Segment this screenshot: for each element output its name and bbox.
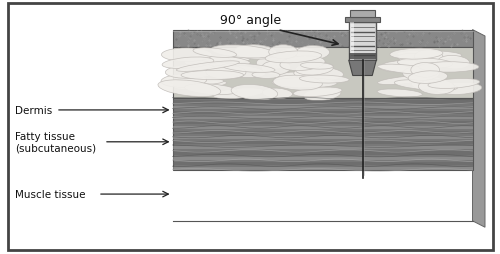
Bar bbox=[172, 137, 472, 140]
Ellipse shape bbox=[414, 51, 443, 65]
Bar bbox=[172, 48, 472, 99]
Bar bbox=[172, 101, 472, 104]
Ellipse shape bbox=[193, 49, 236, 58]
Text: Dermis: Dermis bbox=[15, 105, 52, 116]
Bar bbox=[172, 142, 472, 145]
Ellipse shape bbox=[217, 66, 266, 78]
Ellipse shape bbox=[378, 65, 436, 75]
Text: 90° angle: 90° angle bbox=[220, 14, 281, 27]
Ellipse shape bbox=[262, 61, 290, 75]
Ellipse shape bbox=[412, 77, 444, 91]
Polygon shape bbox=[349, 61, 376, 76]
Ellipse shape bbox=[418, 62, 479, 73]
Ellipse shape bbox=[377, 90, 422, 98]
Ellipse shape bbox=[184, 84, 238, 95]
Text: Muscle tissue: Muscle tissue bbox=[15, 189, 86, 199]
Ellipse shape bbox=[184, 55, 232, 70]
Ellipse shape bbox=[181, 71, 244, 80]
Ellipse shape bbox=[212, 89, 264, 99]
Ellipse shape bbox=[411, 63, 440, 78]
Ellipse shape bbox=[436, 83, 482, 95]
Ellipse shape bbox=[206, 66, 246, 80]
Ellipse shape bbox=[300, 76, 349, 84]
Bar bbox=[172, 121, 472, 124]
Ellipse shape bbox=[295, 46, 330, 60]
Bar bbox=[172, 152, 472, 155]
Ellipse shape bbox=[398, 59, 452, 69]
Bar bbox=[172, 157, 472, 160]
Ellipse shape bbox=[300, 63, 333, 70]
Text: Fatty tissue
(subcutaneous): Fatty tissue (subcutaneous) bbox=[15, 132, 96, 153]
Ellipse shape bbox=[170, 79, 224, 86]
Ellipse shape bbox=[397, 51, 462, 59]
Bar bbox=[172, 106, 472, 109]
Ellipse shape bbox=[211, 57, 250, 66]
Bar bbox=[349, 23, 376, 61]
Ellipse shape bbox=[262, 89, 292, 99]
Ellipse shape bbox=[398, 54, 448, 67]
Polygon shape bbox=[472, 30, 485, 227]
Ellipse shape bbox=[174, 82, 227, 90]
Ellipse shape bbox=[394, 81, 458, 91]
Bar bbox=[172, 116, 472, 119]
Ellipse shape bbox=[162, 49, 212, 62]
Ellipse shape bbox=[294, 68, 344, 81]
Ellipse shape bbox=[181, 63, 234, 72]
Ellipse shape bbox=[272, 78, 337, 89]
Ellipse shape bbox=[265, 52, 322, 64]
Ellipse shape bbox=[402, 67, 440, 81]
Bar bbox=[345, 18, 380, 23]
Bar bbox=[172, 162, 472, 165]
Bar bbox=[172, 167, 472, 170]
Ellipse shape bbox=[256, 56, 290, 70]
Ellipse shape bbox=[438, 56, 470, 70]
Bar bbox=[172, 126, 472, 130]
Bar bbox=[172, 147, 472, 150]
Ellipse shape bbox=[280, 57, 325, 71]
Ellipse shape bbox=[234, 45, 277, 60]
Bar bbox=[350, 23, 354, 61]
Bar bbox=[349, 53, 376, 60]
Ellipse shape bbox=[408, 72, 448, 84]
Ellipse shape bbox=[273, 76, 322, 91]
Ellipse shape bbox=[162, 58, 214, 69]
Ellipse shape bbox=[222, 64, 275, 73]
Bar bbox=[172, 99, 472, 170]
Ellipse shape bbox=[293, 88, 342, 97]
Ellipse shape bbox=[276, 73, 312, 86]
Ellipse shape bbox=[378, 76, 434, 85]
Ellipse shape bbox=[211, 46, 274, 59]
Ellipse shape bbox=[268, 45, 298, 60]
Ellipse shape bbox=[428, 79, 480, 89]
Ellipse shape bbox=[418, 80, 454, 95]
Ellipse shape bbox=[161, 75, 206, 88]
Bar bbox=[172, 111, 472, 114]
Bar bbox=[172, 132, 472, 135]
Ellipse shape bbox=[166, 65, 219, 79]
Bar bbox=[172, 30, 472, 48]
Ellipse shape bbox=[296, 63, 334, 76]
Ellipse shape bbox=[252, 72, 280, 79]
Ellipse shape bbox=[231, 85, 278, 101]
Ellipse shape bbox=[158, 81, 220, 97]
Ellipse shape bbox=[390, 49, 443, 60]
Ellipse shape bbox=[198, 56, 250, 66]
Ellipse shape bbox=[304, 89, 341, 101]
Ellipse shape bbox=[176, 62, 240, 72]
Ellipse shape bbox=[279, 49, 322, 60]
Ellipse shape bbox=[380, 61, 426, 73]
Bar bbox=[350, 11, 375, 18]
